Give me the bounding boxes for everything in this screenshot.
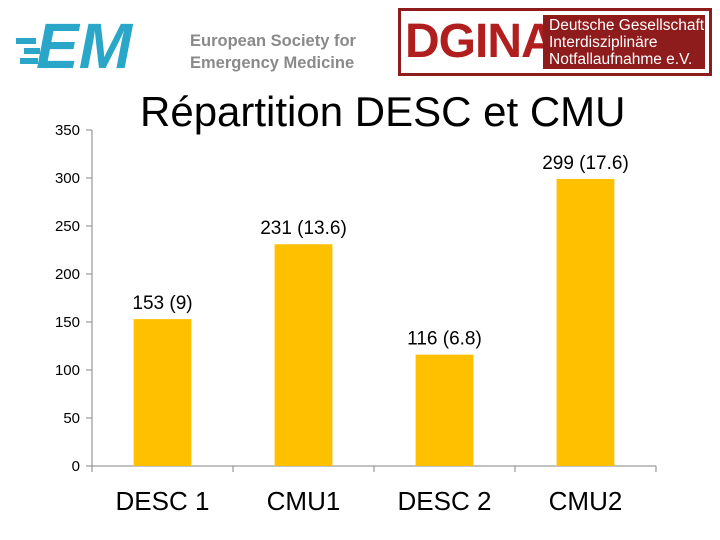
y-tick-label: 250: [55, 218, 80, 235]
dgina-line1: Deutsche Gesellschaft: [549, 17, 705, 34]
y-tick-label: 300: [55, 170, 80, 187]
data-label: 299 (17.6): [542, 153, 629, 174]
eusem-line1: European Society for: [190, 32, 357, 50]
eusem-line2: Emergency Medicine: [190, 54, 354, 72]
x-tick-label: DESC 2: [398, 486, 492, 516]
bars: [133, 178, 615, 466]
bar: [274, 244, 333, 466]
dgina-line3: Notfallaufnahme e.V.: [549, 51, 693, 68]
y-tick-label: 0: [72, 458, 80, 475]
data-label: 153 (9): [132, 293, 192, 314]
y-tick-label: 50: [63, 410, 80, 427]
y-axis: 0 50 100 150 200 250 300 350: [55, 122, 93, 475]
dgina-mark: DGINA: [405, 15, 556, 68]
x-tick-label: CMU1: [267, 486, 341, 516]
x-axis: DESC 1 CMU1 DESC 2 CMU2: [91, 465, 657, 516]
data-label: 116 (6.8): [407, 329, 482, 350]
y-tick-label: 150: [55, 314, 80, 331]
y-tick-label: 350: [55, 122, 80, 139]
x-tick-label: CMU2: [549, 486, 623, 516]
eusem-logo: EM European Society for Emergency Medici…: [16, 10, 357, 78]
eusem-mark-text: EM: [36, 10, 134, 78]
data-labels: 153 (9) 231 (13.6) 116 (6.8) 299 (17.6): [132, 153, 628, 350]
eusem-mark-icon: [16, 38, 40, 64]
dgina-line2: Interdisziplinäre: [549, 34, 658, 51]
bar: [415, 354, 474, 466]
y-tick-label: 200: [55, 266, 80, 283]
bar: [556, 178, 615, 466]
y-tick-label: 100: [55, 362, 80, 379]
data-label: 231 (13.6): [260, 218, 347, 239]
chart-title: Répartition DESC et CMU: [140, 88, 626, 135]
x-tick-label: DESC 1: [116, 486, 210, 516]
bar: [133, 319, 192, 466]
dgina-name-box: Deutsche Gesellschaft Interdisziplinäre …: [543, 15, 705, 69]
dgina-logo: DGINA Deutsche Gesellschaft Interdiszipl…: [398, 8, 712, 76]
